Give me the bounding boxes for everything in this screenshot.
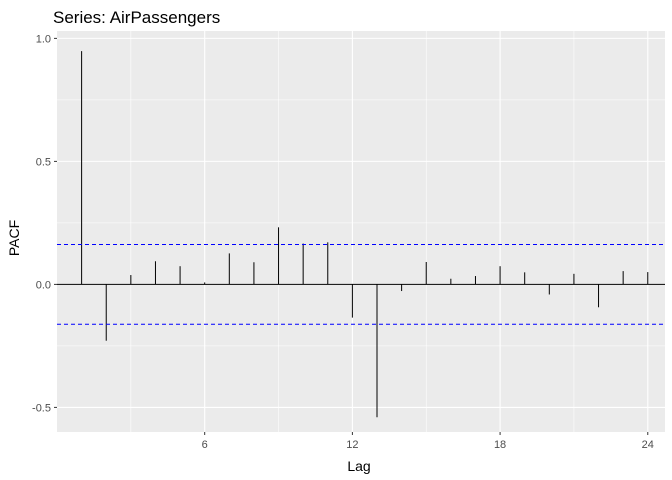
x-axis-title: Lag xyxy=(347,458,370,474)
y-tick-label: 0.5 xyxy=(36,156,51,168)
confidence-lines xyxy=(57,244,665,325)
y-tick-label: -0.5 xyxy=(32,402,51,414)
y-tick-label: 0.0 xyxy=(36,279,51,291)
y-axis-title: PACF xyxy=(6,220,22,256)
x-tick-label: 24 xyxy=(642,439,654,451)
chart-title: Series: AirPassengers xyxy=(53,8,220,27)
y-axis-ticks: -0.5 0.0 0.5 1.0 xyxy=(32,33,57,414)
plot-panel xyxy=(57,31,665,432)
x-tick-label: 6 xyxy=(202,439,208,451)
pacf-bars xyxy=(57,51,665,418)
y-tick-label: 1.0 xyxy=(36,33,51,45)
major-gridlines xyxy=(57,31,665,432)
x-axis-ticks: 6 12 18 24 xyxy=(202,432,654,451)
x-tick-label: 18 xyxy=(494,439,506,451)
x-tick-label: 12 xyxy=(346,439,358,451)
